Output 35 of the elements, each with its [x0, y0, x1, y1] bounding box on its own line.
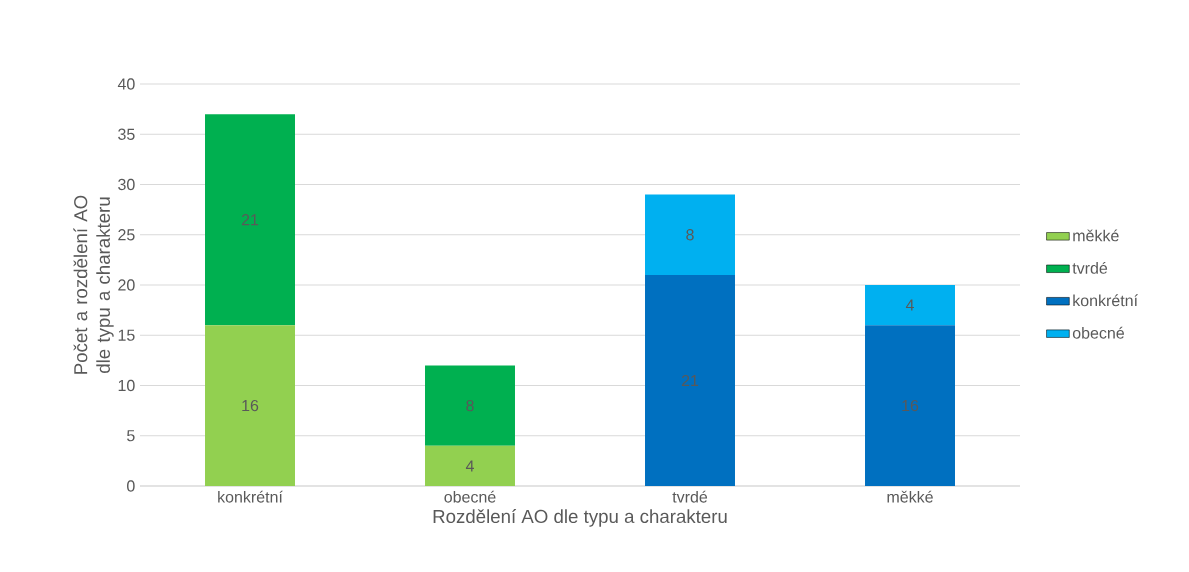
- bar: [205, 114, 295, 326]
- y-tick-label: 10: [118, 379, 135, 392]
- data-label: 16: [242, 399, 259, 412]
- x-tick-label: měkké: [887, 490, 933, 503]
- legend-label: tvrdé: [1072, 261, 1108, 274]
- y-tick-label: 0: [127, 480, 135, 492]
- data-label: 21: [241, 214, 259, 226]
- y-tick-label: 15: [118, 329, 135, 341]
- bar: [645, 194, 735, 275]
- y-tick-label: 20: [118, 279, 135, 291]
- bar: [865, 285, 955, 326]
- y-tick-label: 35: [118, 128, 135, 140]
- x-tick-label: obecné: [444, 490, 496, 503]
- data-label: 8: [686, 229, 694, 241]
- legend-label: konkrétní: [1073, 294, 1138, 307]
- legend-label: obecné: [1072, 326, 1124, 339]
- bar: [425, 365, 515, 446]
- y-tick-label: 40: [117, 78, 135, 90]
- bar: [865, 325, 955, 486]
- x-tick-label: tvrdé: [672, 490, 708, 503]
- x-tick-label: konkrétní: [218, 490, 283, 503]
- data-label: 21: [681, 374, 699, 387]
- data-label: 4: [905, 299, 914, 311]
- data-label: 16: [902, 399, 919, 412]
- y-tick-label: 30: [118, 178, 135, 191]
- bar: [205, 325, 295, 486]
- bar: [645, 274, 735, 486]
- x-axis-title: Rozdělení AO dle typu a charakteru: [433, 509, 727, 527]
- y-tick-label: 5: [127, 430, 135, 442]
- y-tick-label: 25: [118, 229, 135, 241]
- data-label: 4: [465, 460, 474, 472]
- bar: [425, 445, 515, 486]
- data-label: 8: [466, 399, 474, 412]
- legend-label: měkké: [1073, 229, 1119, 242]
- y-axis-title: Počet a rozdělení AO dle typu a charakteru: [73, 195, 114, 374]
